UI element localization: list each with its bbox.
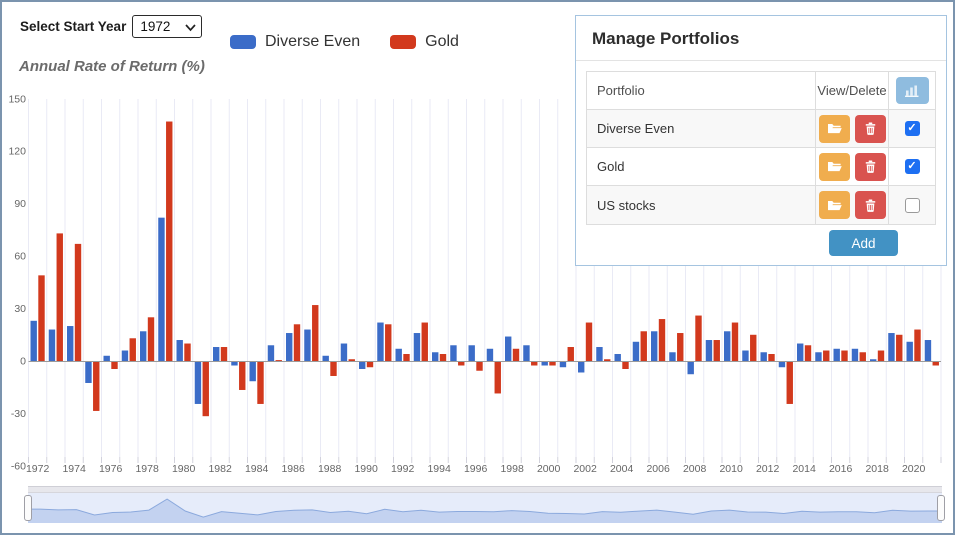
manage-portfolios-panel: Manage Portfolios Portfolio View/Delete (575, 15, 947, 266)
navigator-left-handle[interactable] (24, 495, 32, 521)
portfolios-table: Portfolio View/Delete Diverse Even ✓ Gold ✓… (586, 71, 936, 225)
svg-text:90: 90 (14, 198, 26, 210)
open-folder-icon (827, 124, 842, 134)
column-header-view-delete: View/Delete (816, 72, 889, 109)
delete-portfolio-button[interactable] (854, 191, 886, 219)
portfolio-row: US stocks (587, 186, 935, 224)
svg-text:1982: 1982 (208, 463, 232, 475)
svg-text:0: 0 (20, 356, 26, 368)
svg-text:-60: -60 (11, 460, 26, 472)
chevron-down-icon (185, 24, 196, 32)
svg-text:1972: 1972 (26, 463, 50, 475)
add-portfolio-button[interactable]: Add (829, 230, 898, 256)
svg-text:60: 60 (14, 251, 26, 263)
svg-text:2014: 2014 (792, 463, 816, 475)
svg-text:1990: 1990 (354, 463, 378, 475)
legend-label: Gold (425, 33, 459, 50)
delete-portfolio-button[interactable] (854, 152, 886, 181)
panel-title: Manage Portfolios (576, 16, 946, 61)
svg-text:30: 30 (14, 303, 26, 315)
start-year-selected-value: 1972 (140, 19, 171, 34)
svg-text:1986: 1986 (281, 463, 305, 475)
portfolio-name: US stocks (587, 186, 816, 224)
svg-text:2012: 2012 (756, 463, 780, 475)
navigator-scrollbar-track[interactable] (28, 486, 942, 493)
open-folder-icon (827, 162, 842, 172)
svg-text:1992: 1992 (391, 463, 415, 475)
trash-icon (865, 198, 875, 212)
svg-text:1984: 1984 (245, 463, 269, 475)
row-actions (816, 148, 889, 185)
open-folder-icon (827, 200, 842, 210)
svg-text:2020: 2020 (902, 463, 926, 475)
view-portfolio-button[interactable] (818, 114, 850, 143)
trash-icon (865, 122, 875, 135)
svg-text:2018: 2018 (865, 463, 889, 475)
view-portfolio-button[interactable] (818, 152, 850, 181)
trash-icon (865, 160, 875, 173)
svg-text:1980: 1980 (172, 463, 196, 475)
portfolio-row: Diverse Even ✓ (587, 110, 935, 148)
legend-label: Diverse Even (265, 33, 361, 50)
start-year-label: Select Start Year (20, 19, 127, 34)
legend-item-gold[interactable]: Gold (390, 33, 459, 51)
svg-text:2010: 2010 (719, 463, 743, 475)
svg-text:2008: 2008 (683, 463, 707, 475)
portfolio-row: Gold ✓ (587, 148, 935, 186)
svg-text:1978: 1978 (135, 463, 159, 475)
portfolio-name: Gold (587, 148, 816, 185)
navigator-area-chart (28, 498, 942, 523)
svg-text:2002: 2002 (573, 463, 597, 475)
row-actions (816, 186, 889, 224)
legend-swatch-red (390, 35, 417, 49)
svg-text:1994: 1994 (427, 463, 451, 475)
navigator-right-handle[interactable] (937, 495, 945, 521)
svg-text:150: 150 (8, 93, 26, 105)
svg-text:2016: 2016 (829, 463, 853, 475)
start-year-control: Select Start Year 1972 (20, 15, 203, 38)
svg-text:1974: 1974 (62, 463, 86, 475)
range-navigator[interactable] (24, 486, 945, 524)
table-header-row: Portfolio View/Delete (587, 72, 935, 110)
svg-text:-30: -30 (11, 408, 26, 420)
start-year-select[interactable]: 1972 (132, 15, 203, 38)
column-header-portfolio: Portfolio (587, 72, 816, 109)
svg-text:1976: 1976 (99, 463, 123, 475)
navigator-preview-area[interactable] (28, 493, 942, 523)
show-on-chart-checkbox[interactable]: ✓ (904, 121, 920, 136)
delete-portfolio-button[interactable] (854, 114, 886, 143)
portfolio-name: Diverse Even (587, 110, 816, 147)
legend-swatch-blue (230, 35, 256, 49)
svg-text:1988: 1988 (318, 463, 342, 475)
svg-text:2000: 2000 (537, 463, 561, 475)
chart-title: Annual Rate of Return (%) (19, 58, 205, 75)
show-on-chart-checkbox[interactable] (904, 197, 920, 213)
bar-chart-icon (905, 85, 919, 97)
row-actions (816, 110, 889, 147)
svg-text:1996: 1996 (464, 463, 488, 475)
svg-text:2006: 2006 (646, 463, 670, 475)
view-portfolio-button[interactable] (818, 191, 850, 219)
legend-item-diverse-even[interactable]: Diverse Even (230, 33, 360, 51)
toggle-chart-column-button[interactable] (895, 77, 929, 104)
chart-legend: Diverse Even Gold (230, 33, 459, 51)
svg-text:120: 120 (8, 146, 26, 158)
annual-return-bar-chart: 150 120 90 60 30 0 -30 -60 1972 1974 1976 1978 1980 1… (8, 93, 942, 475)
svg-text:2004: 2004 (610, 463, 634, 475)
svg-text:1998: 1998 (500, 463, 524, 475)
show-on-chart-checkbox[interactable]: ✓ (904, 159, 920, 174)
